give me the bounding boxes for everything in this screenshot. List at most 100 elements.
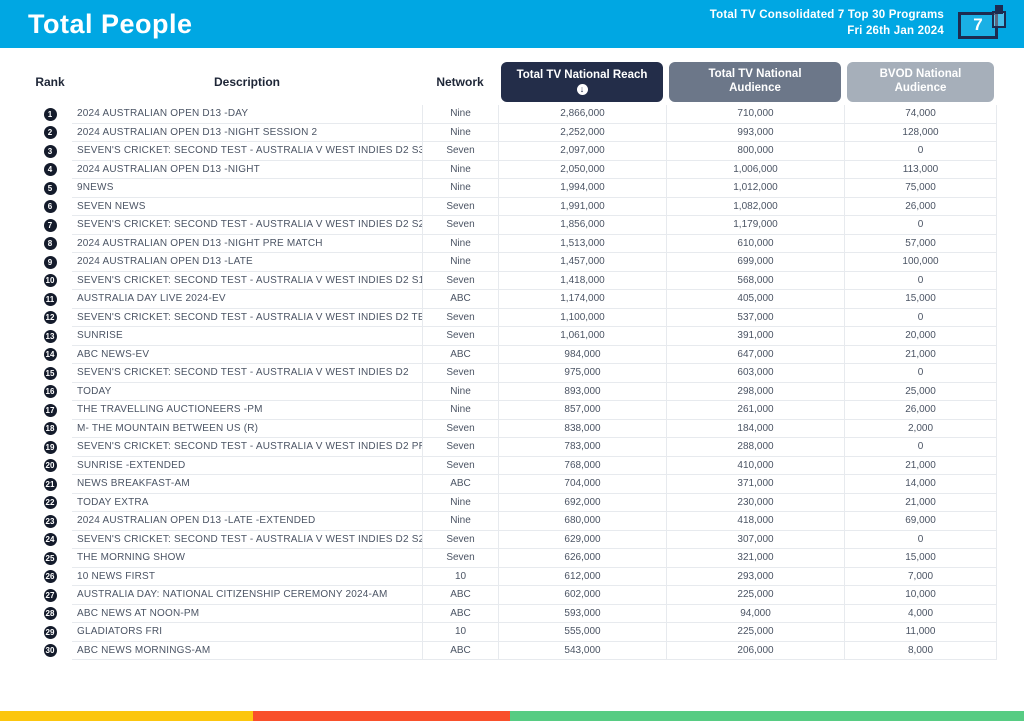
rank-badge: 20 [43, 459, 57, 473]
table-row: 16 TODAY Nine 893,000 298,000 25,000 [28, 382, 997, 401]
table-row: 22 TODAY EXTRA Nine 692,000 230,000 21,0… [28, 493, 997, 512]
table-row: 14 ABC NEWS-EV ABC 984,000 647,000 21,00… [28, 345, 997, 365]
rank-badge: 12 [43, 311, 57, 325]
bvod-cell: 0 [844, 308, 997, 327]
table-row: 6 SEVEN NEWS Seven 1,991,000 1,082,000 2… [28, 197, 997, 216]
rank-badge: 17 [43, 403, 57, 417]
reach-cell: 1,061,000 [498, 327, 666, 346]
description-cell: THE MORNING SHOW [72, 549, 422, 568]
rank-cell: 18 [28, 420, 72, 439]
rank-badge: 14 [43, 348, 57, 362]
audience-cell: 405,000 [666, 290, 844, 309]
audience-cell: 568,000 [666, 271, 844, 290]
table-header-row: Rank Description Network Total TV Nation… [28, 62, 997, 102]
audience-cell: 288,000 [666, 438, 844, 457]
audience-cell: 710,000 [666, 105, 844, 124]
table-row: 28 ABC NEWS AT NOON-PM ABC 593,000 94,00… [28, 604, 997, 624]
bvod-cell: 26,000 [844, 401, 997, 420]
network-cell: Nine [422, 234, 498, 253]
description-cell: 2024 AUSTRALIAN OPEN D13 -NIGHT [72, 161, 422, 179]
network-cell: ABC [422, 290, 498, 309]
description-cell: TODAY [72, 383, 422, 401]
table-row: 7 SEVEN'S CRICKET: SECOND TEST - AUSTRAL… [28, 216, 997, 235]
report-title: Total TV Consolidated 7 Top 30 Programs [709, 9, 944, 22]
bvod-cell: 15,000 [844, 290, 997, 309]
rank-cell: 9 [28, 253, 72, 272]
network-cell: Seven [422, 456, 498, 475]
rank-badge: 3 [43, 144, 57, 158]
reach-cell: 2,866,000 [498, 105, 666, 124]
rank-cell: 1 [28, 105, 72, 124]
rank-cell: 20 [28, 457, 72, 476]
description-cell: SEVEN'S CRICKET: SECOND TEST - AUSTRALIA… [72, 309, 422, 327]
rank-badge: 1 [43, 107, 57, 121]
rank-cell: 26 [28, 568, 72, 587]
rank-cell: 14 [28, 346, 72, 365]
rank-badge: 5 [43, 181, 57, 195]
network-cell: Seven [422, 142, 498, 161]
table-row: 19 SEVEN'S CRICKET: SECOND TEST - AUSTRA… [28, 438, 997, 457]
column-header-network: Network [436, 75, 484, 89]
description-cell: SEVEN'S CRICKET: SECOND TEST - AUSTRALIA… [72, 364, 422, 383]
network-cell: Nine [422, 382, 498, 401]
rank-badge: 22 [43, 496, 57, 510]
rank-cell: 10 [28, 272, 72, 291]
reach-cell: 893,000 [498, 382, 666, 401]
network-cell: 10 [422, 623, 498, 642]
rank-badge: 28 [43, 607, 57, 621]
rank-cell: 5 [28, 179, 72, 198]
rank-cell: 28 [28, 605, 72, 624]
rank-cell: 7 [28, 216, 72, 235]
network-cell: 10 [422, 567, 498, 586]
reach-cell: 2,050,000 [498, 160, 666, 179]
column-header-total-tv-national-reach[interactable]: Total TV National Reach ↓ [501, 62, 663, 102]
bvod-cell: 21,000 [844, 345, 997, 364]
audience-cell: 537,000 [666, 308, 844, 327]
network-cell: Nine [422, 493, 498, 512]
reach-cell: 1,991,000 [498, 197, 666, 216]
report-date: Fri 26th Jan 2024 [847, 25, 944, 37]
bvod-cell: 75,000 [844, 179, 997, 198]
rank-badge: 7 [43, 218, 57, 232]
reach-cell: 1,418,000 [498, 271, 666, 290]
reach-cell: 1,513,000 [498, 234, 666, 253]
report-info: Total TV Consolidated 7 Top 30 Programs … [710, 8, 944, 39]
column-header-bvod-national-audience[interactable]: BVOD National Audience [847, 62, 994, 102]
network-cell: Seven [422, 327, 498, 346]
audience-header-label: Total TV National Audience [708, 68, 802, 94]
network-cell: ABC [422, 604, 498, 623]
rank-badge: 6 [43, 200, 57, 214]
description-cell: NEWS BREAKFAST-AM [72, 475, 422, 494]
column-header-total-tv-national-audience[interactable]: Total TV National Audience [669, 62, 841, 102]
reach-cell: 704,000 [498, 475, 666, 494]
rank-cell: 8 [28, 235, 72, 254]
audience-cell: 184,000 [666, 419, 844, 438]
network-cell: Nine [422, 160, 498, 179]
bvod-cell: 0 [844, 364, 997, 383]
reach-cell: 1,994,000 [498, 179, 666, 198]
reach-cell: 629,000 [498, 530, 666, 549]
reach-cell: 612,000 [498, 567, 666, 586]
audience-cell: 298,000 [666, 382, 844, 401]
table-row: 11 AUSTRALIA DAY LIVE 2024-EV ABC 1,174,… [28, 290, 997, 309]
description-cell: SEVEN'S CRICKET: SECOND TEST - AUSTRALIA… [72, 216, 422, 235]
description-cell: AUSTRALIA DAY: NATIONAL CITIZENSHIP CERE… [72, 586, 422, 605]
table-row: 4 2024 AUSTRALIAN OPEN D13 -NIGHT Nine 2… [28, 160, 997, 179]
bvod-header-label: BVOD National Audience [879, 68, 962, 94]
description-cell: 10 NEWS FIRST [72, 568, 422, 586]
column-header-rank: Rank [35, 75, 65, 89]
table-row: 27 AUSTRALIA DAY: NATIONAL CITIZENSHIP C… [28, 586, 997, 605]
reach-cell: 975,000 [498, 364, 666, 383]
reach-cell: 838,000 [498, 419, 666, 438]
description-cell: 9NEWS [72, 179, 422, 198]
rank-badge: 26 [43, 570, 57, 584]
sort-descending-icon[interactable]: ↓ [576, 84, 588, 96]
description-cell: SEVEN'S CRICKET: SECOND TEST - AUSTRALIA… [72, 531, 422, 549]
logo-text: 7 [973, 15, 983, 34]
bvod-cell: 0 [844, 216, 997, 235]
rank-cell: 29 [28, 623, 72, 642]
audience-cell: 800,000 [666, 142, 844, 161]
rank-cell: 12 [28, 309, 72, 328]
table-row: 10 SEVEN'S CRICKET: SECOND TEST - AUSTRA… [28, 271, 997, 291]
